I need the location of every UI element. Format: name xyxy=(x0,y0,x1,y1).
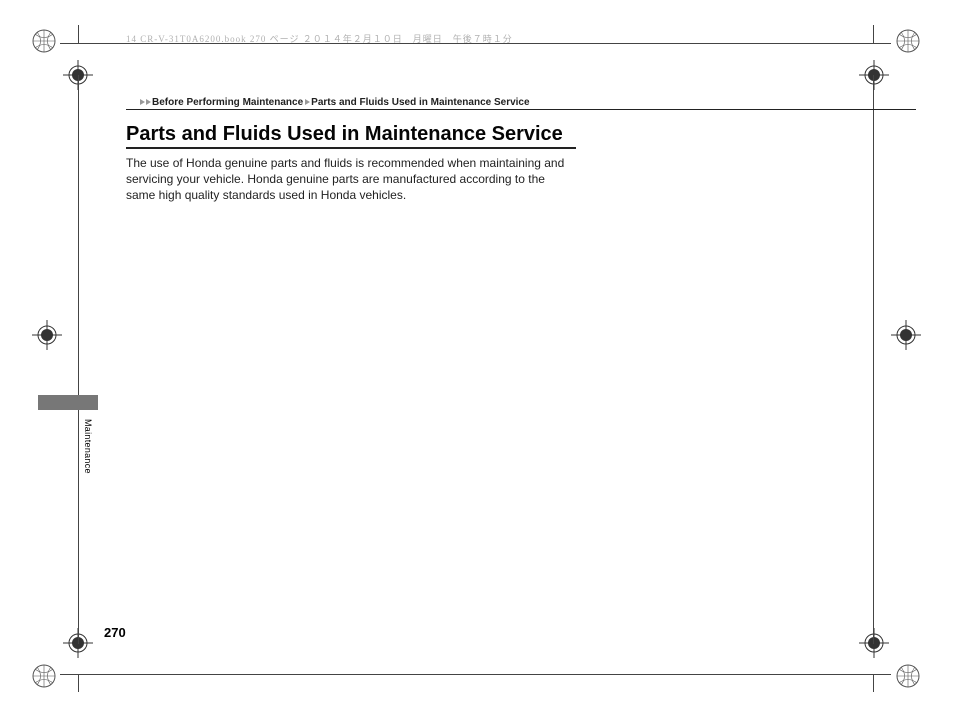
crop-corner-br-v xyxy=(873,674,874,692)
breadcrumb: Before Performing Maintenance Parts and F… xyxy=(140,97,530,108)
reg-mark-cross-br xyxy=(859,628,889,658)
body-paragraph: The use of Honda genuine parts and fluid… xyxy=(126,155,576,204)
title-underline xyxy=(126,147,576,149)
crop-corner-br-h xyxy=(873,674,891,675)
breadcrumb-subsection: Parts and Fluids Used in Maintenance Ser… xyxy=(311,97,529,108)
breadcrumb-arrow-icon xyxy=(140,99,145,105)
reg-mark-corner-bl xyxy=(32,664,56,688)
crop-line-bottom xyxy=(78,674,878,675)
crop-corner-tr-h xyxy=(873,43,891,44)
breadcrumb-arrow-icon xyxy=(146,99,151,105)
page-number: 270 xyxy=(104,625,126,640)
reg-mark-corner-tr xyxy=(896,29,920,53)
page-title: Parts and Fluids Used in Maintenance Ser… xyxy=(126,123,563,146)
breadcrumb-section: Before Performing Maintenance xyxy=(152,97,303,108)
reg-mark-cross-right xyxy=(891,320,921,350)
reg-mark-corner-br xyxy=(896,664,920,688)
section-tab xyxy=(38,395,98,410)
crop-corner-bl-h xyxy=(60,674,78,675)
crop-line-right xyxy=(873,75,874,644)
reg-mark-corner-tl xyxy=(32,29,56,53)
breadcrumb-arrow-icon xyxy=(305,99,310,105)
header-divider xyxy=(126,109,916,110)
section-tab-label: Maintenance xyxy=(83,419,93,474)
crop-corner-tr-v xyxy=(873,25,874,43)
reg-mark-cross-left xyxy=(32,320,62,350)
crop-corner-bl-v xyxy=(78,674,79,692)
crop-line-left xyxy=(78,75,79,644)
reg-mark-cross-tr xyxy=(859,60,889,90)
crop-corner-tl-v xyxy=(78,25,79,43)
book-file-header: 14 CR-V-31T0A6200.book 270 ページ ２０１４年２月１０… xyxy=(126,32,513,45)
crop-corner-tl-h xyxy=(60,43,78,44)
